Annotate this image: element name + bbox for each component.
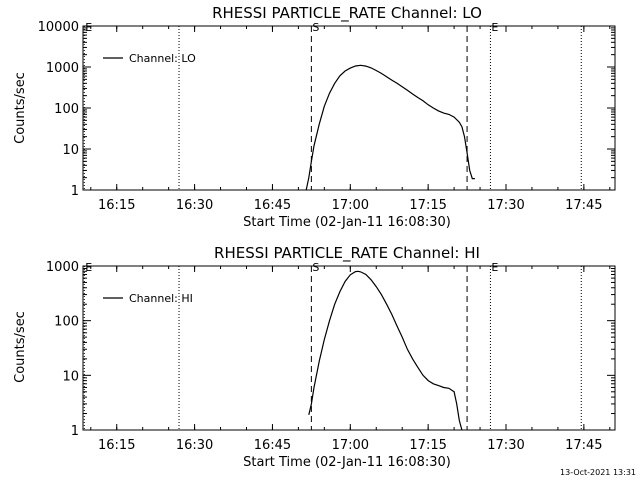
x-tick-label-hi: 17:00 bbox=[332, 438, 369, 453]
x-tick-label-hi: 16:45 bbox=[254, 438, 291, 453]
marker-label-lo: E bbox=[85, 21, 92, 34]
x-tick-label-hi: 16:15 bbox=[98, 438, 135, 453]
plot-frame-hi bbox=[82, 265, 616, 431]
y-tick-label-hi: 100 bbox=[54, 315, 79, 330]
x-tick-label-hi: 17:30 bbox=[487, 438, 524, 453]
marker-label-hi: E bbox=[85, 261, 92, 274]
footer-timestamp: 13-Oct-2021 13:31 bbox=[560, 468, 636, 477]
x-tick-label-lo: 16:30 bbox=[176, 198, 213, 213]
y-axis-label-hi: Counts/sec bbox=[13, 311, 28, 383]
y-tick-label-lo: 1000 bbox=[46, 61, 79, 76]
x-tick-label-lo: 17:30 bbox=[487, 198, 524, 213]
marker-label-lo: S bbox=[312, 21, 319, 34]
panel-lo: RHESSI PARTICLE_RATE Channel: LO Counts/… bbox=[13, 4, 616, 230]
x-tick-label-lo: 17:45 bbox=[565, 198, 602, 213]
y-tick-label-lo: 10 bbox=[62, 143, 79, 158]
y-tick-label-lo: 1 bbox=[71, 184, 79, 199]
x-tick-label-lo: 17:00 bbox=[332, 198, 369, 213]
legend-entry-lo: Channel: LO bbox=[129, 52, 196, 65]
x-tick-label-hi: 17:15 bbox=[409, 438, 446, 453]
chart-title-hi: RHESSI PARTICLE_RATE Channel: HI bbox=[214, 244, 480, 263]
y-axis-label-lo: Counts/sec bbox=[13, 72, 28, 144]
chart-title-lo: RHESSI PARTICLE_RATE Channel: LO bbox=[212, 4, 482, 23]
y-tick-label-lo: 10000 bbox=[38, 20, 79, 35]
marker-label-lo: E bbox=[491, 21, 498, 34]
marker-label-hi: E bbox=[491, 261, 498, 274]
x-tick-label-hi: 16:30 bbox=[176, 438, 213, 453]
x-tick-label-lo: 17:15 bbox=[409, 198, 446, 213]
x-tick-label-lo: 16:45 bbox=[254, 198, 291, 213]
y-tick-label-hi: 1 bbox=[71, 424, 79, 439]
y-tick-label-hi: 1000 bbox=[46, 260, 79, 275]
x-axis-label-lo: Start Time (02-Jan-11 16:08:30) bbox=[243, 215, 451, 230]
y-tick-label-hi: 10 bbox=[62, 369, 79, 384]
y-tick-label-lo: 100 bbox=[54, 102, 79, 117]
series-line-hi bbox=[308, 270, 463, 431]
x-axis-label-hi: Start Time (02-Jan-11 16:08:30) bbox=[243, 455, 451, 470]
plot-area-hi: 16:15 16:30 16:45 17:00 17:15 17:30 17:45 1 10 10… bbox=[46, 260, 615, 453]
x-tick-label-lo: 16:15 bbox=[98, 198, 135, 213]
plot-area-lo: 16:15 16:30 16:45 17:00 17:15 17:30 17:45 1 10 10… bbox=[38, 20, 615, 213]
plot-frame-lo bbox=[82, 25, 616, 191]
series-line-lo bbox=[305, 64, 475, 191]
x-tick-label-hi: 17:45 bbox=[565, 438, 602, 453]
panel-hi: RHESSI PARTICLE_RATE Channel: HI Counts/… bbox=[13, 244, 616, 470]
legend-entry-hi: Channel: HI bbox=[129, 292, 193, 305]
marker-label-hi: S bbox=[312, 261, 319, 274]
